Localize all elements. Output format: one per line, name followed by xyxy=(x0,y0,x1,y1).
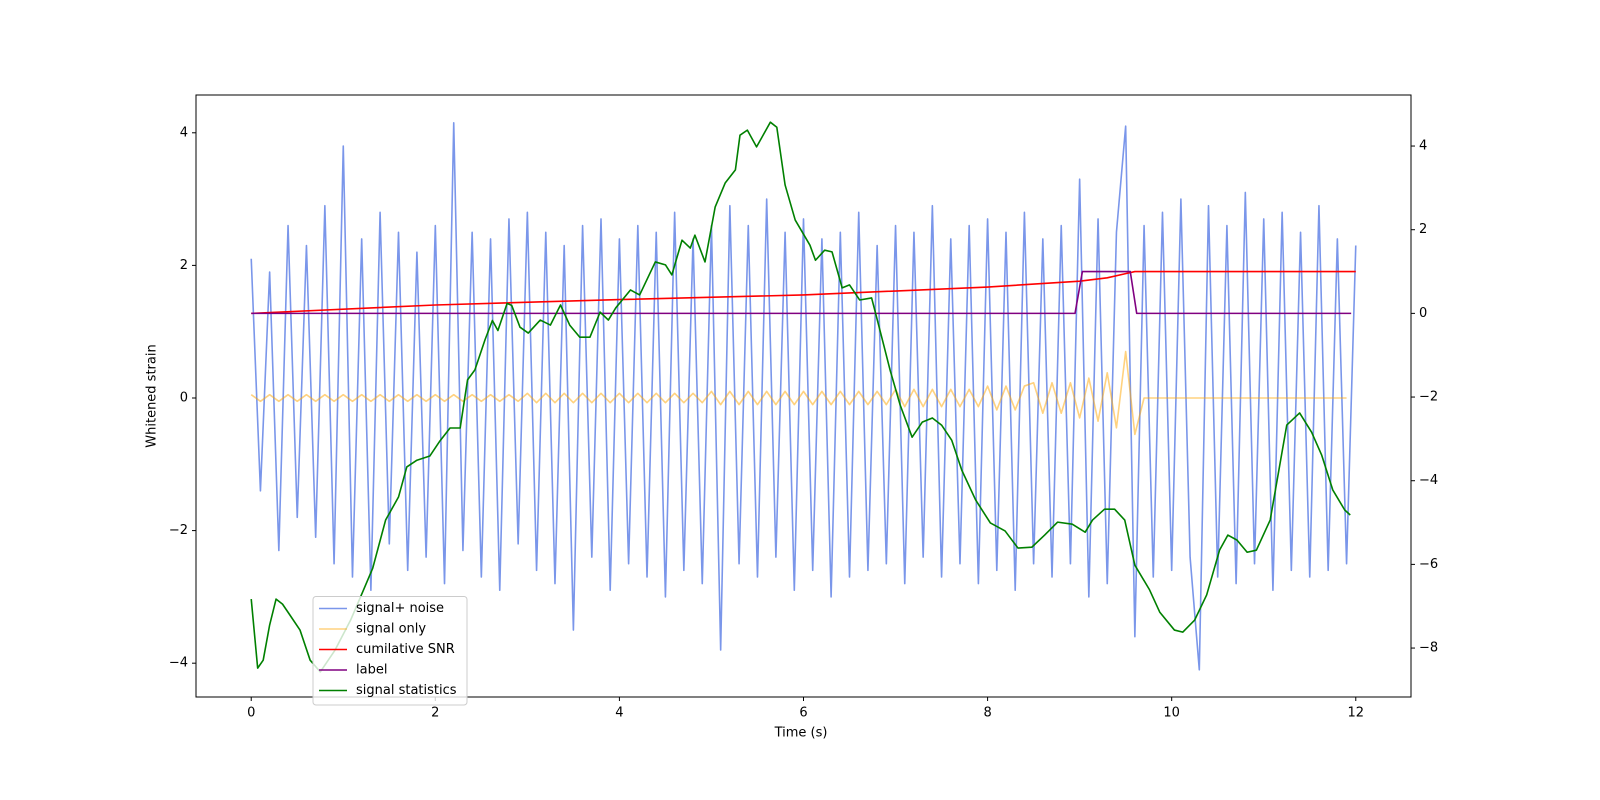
y-tick-label: 2 xyxy=(180,258,188,273)
series-lines xyxy=(250,121,1357,673)
x-axis-label: Time (s) xyxy=(774,726,828,741)
legend-label: signal+ noise xyxy=(356,601,444,616)
legend-box xyxy=(312,596,468,706)
series-line xyxy=(250,122,1357,671)
y2-tick-label: 4 xyxy=(1419,139,1427,154)
x-tick-label: 2 xyxy=(431,706,439,721)
x-tick-label: 8 xyxy=(983,706,991,721)
y2-tick-label: 2 xyxy=(1419,222,1427,237)
legend: signal+ noise signal only cumilative SNR la… xyxy=(312,596,468,706)
y2-tick-label: −2 xyxy=(1419,390,1438,405)
y2-tick-label: −4 xyxy=(1419,473,1438,488)
legend-label: signal statistics xyxy=(356,683,457,698)
y2-tick-label: −6 xyxy=(1419,557,1438,572)
legend-label: label xyxy=(356,663,387,678)
y2-tick-label: −8 xyxy=(1419,641,1438,656)
y-tick-label: −2 xyxy=(169,523,188,538)
x-tick-label: 4 xyxy=(615,706,623,721)
x-tick-label: 12 xyxy=(1347,706,1364,721)
series-line xyxy=(250,350,1347,436)
y-axis-label: Whitened strain xyxy=(145,344,160,447)
legend-label: cumilative SNR xyxy=(356,642,455,657)
y-tick-label: 0 xyxy=(180,390,188,405)
series-line xyxy=(250,121,1351,673)
plot-area xyxy=(250,121,1357,673)
legend-label: signal only xyxy=(356,622,426,637)
x-tick-label: 6 xyxy=(799,706,807,721)
series-line xyxy=(251,270,1352,315)
y2-tick-label: 0 xyxy=(1419,306,1427,321)
x-tick-label: 10 xyxy=(1163,706,1180,721)
x-tick-label: 0 xyxy=(247,706,255,721)
y-tick-label: 4 xyxy=(180,125,188,140)
y-tick-label: −4 xyxy=(169,656,188,671)
